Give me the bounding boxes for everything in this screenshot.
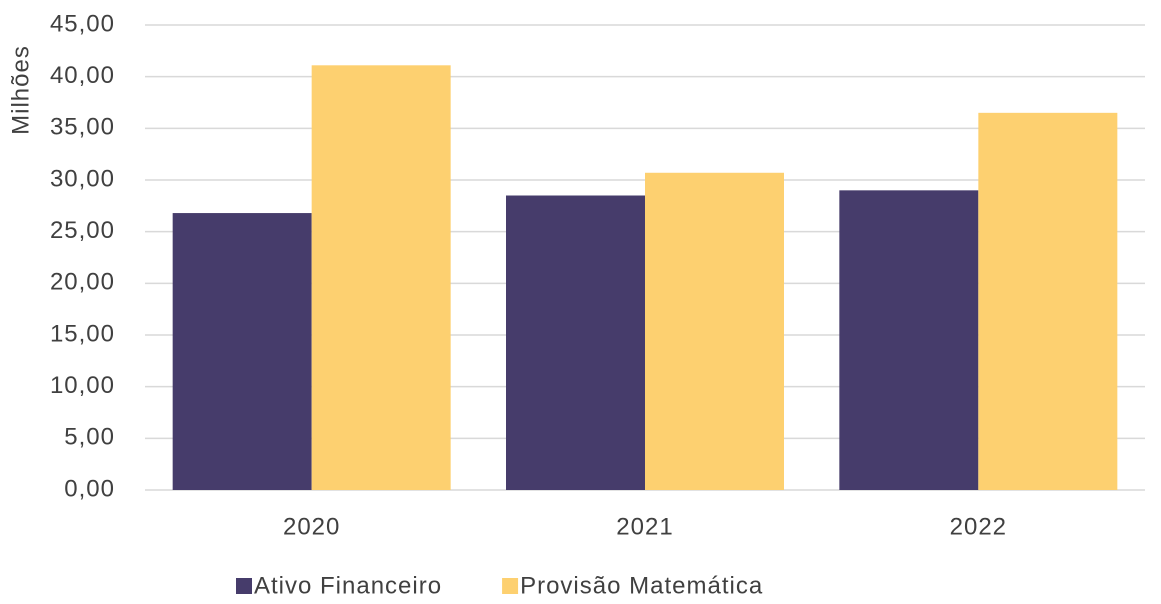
y-axis-label: Milhões xyxy=(7,45,34,135)
y-tick-label: 25,00 xyxy=(50,217,115,244)
y-tick-label: 0,00 xyxy=(64,475,115,502)
y-tick-label: 5,00 xyxy=(64,424,115,451)
y-tick-label: 35,00 xyxy=(50,114,115,141)
x-tick-label: 2022 xyxy=(950,513,1007,540)
bar xyxy=(645,172,784,490)
bar xyxy=(839,190,979,491)
legend-swatch xyxy=(502,578,519,594)
legend-label: Provisão Matemática xyxy=(520,572,763,599)
legend-swatch xyxy=(236,578,252,594)
x-tick-label: 2020 xyxy=(283,513,340,540)
y-tick-label: 10,00 xyxy=(50,372,115,399)
legend-label: Ativo Financeiro xyxy=(254,572,442,599)
y-tick-label: 30,00 xyxy=(50,165,115,192)
y-tick-label: 40,00 xyxy=(50,62,115,89)
bar xyxy=(978,112,1118,490)
y-tick-label: 45,00 xyxy=(50,10,115,37)
bar xyxy=(506,195,645,490)
y-tick-label: 20,00 xyxy=(50,269,115,296)
bar xyxy=(172,213,312,491)
x-tick-label: 2021 xyxy=(616,513,673,540)
bar xyxy=(311,65,451,491)
y-tick-label: 15,00 xyxy=(50,320,115,347)
